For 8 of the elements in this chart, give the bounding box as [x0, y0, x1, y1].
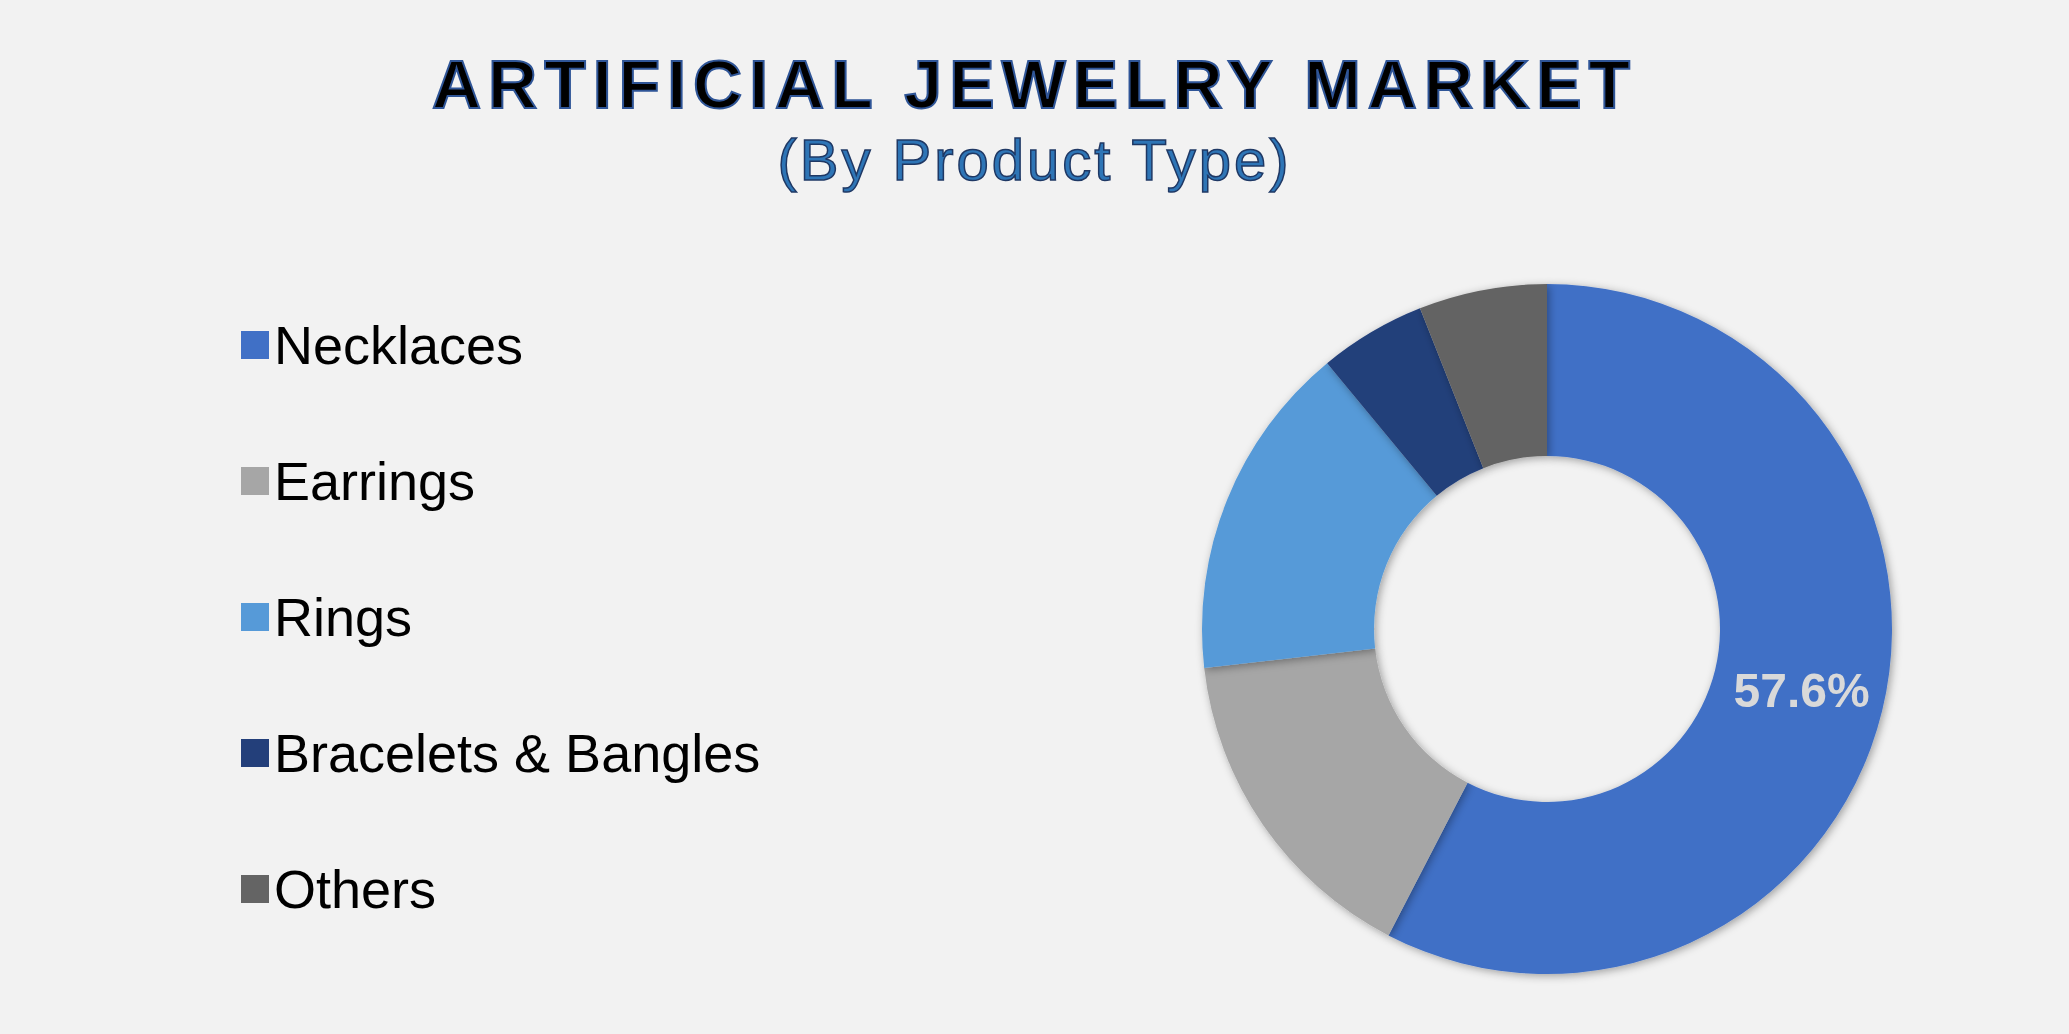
legend-label: Necklaces [274, 315, 524, 375]
legend-label: Others [274, 859, 437, 919]
legend-label: Bracelets & Bangles [274, 723, 761, 783]
legend-label: Rings [274, 587, 413, 647]
legend-label: Earrings [274, 451, 476, 511]
chart-title: ARTIFICIAL JEWELRY MARKET [431, 46, 1638, 122]
data-label: 57.6% [1733, 664, 1870, 718]
chart-subtitle: (By Product Type) [777, 127, 1292, 192]
